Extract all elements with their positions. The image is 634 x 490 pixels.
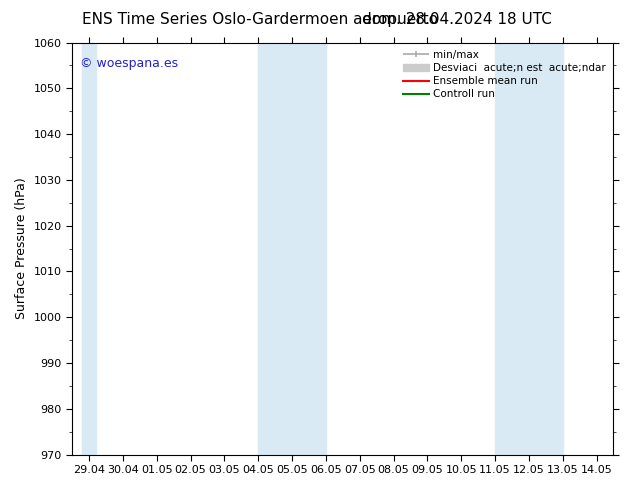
- Legend: min/max, Desviaci  acute;n est  acute;ndar, Ensemble mean run, Controll run: min/max, Desviaci acute;n est acute;ndar…: [401, 48, 608, 101]
- Y-axis label: Surface Pressure (hPa): Surface Pressure (hPa): [15, 178, 28, 319]
- Bar: [258, 43, 326, 455]
- Text: dom. 28.04.2024 18 UTC: dom. 28.04.2024 18 UTC: [362, 12, 552, 27]
- Bar: [495, 43, 563, 455]
- Text: © woespana.es: © woespana.es: [81, 57, 178, 70]
- Bar: [82, 43, 96, 455]
- Text: ENS Time Series Oslo-Gardermoen aeropuerto: ENS Time Series Oslo-Gardermoen aeropuer…: [82, 12, 439, 27]
